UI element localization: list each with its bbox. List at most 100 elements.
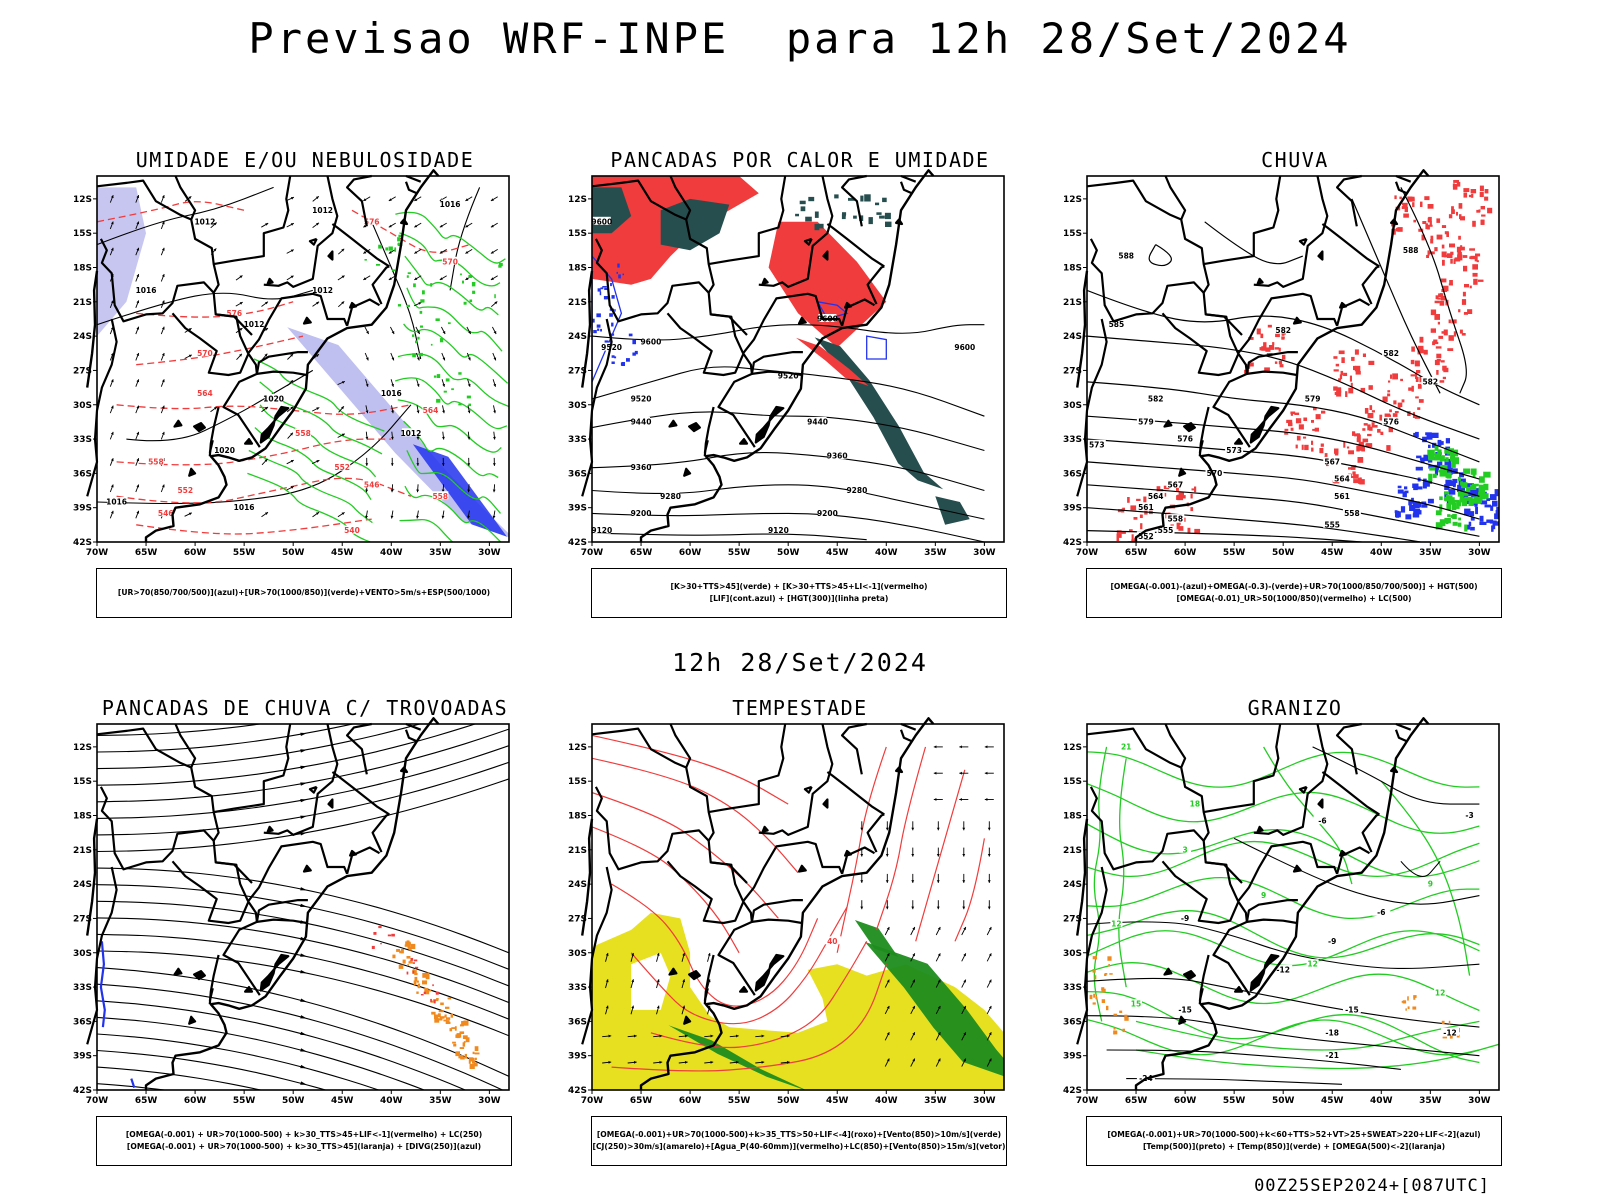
lake bbox=[822, 798, 829, 809]
rain-green-speck bbox=[1447, 448, 1454, 455]
contour-label-bg bbox=[1205, 468, 1224, 477]
rain-red-speck bbox=[1156, 486, 1161, 492]
lat-tick-label: 21S bbox=[73, 846, 92, 856]
humidity-speck bbox=[392, 269, 396, 271]
rain-blue-speck bbox=[1486, 519, 1494, 523]
strong-wind-vector-head bbox=[605, 953, 609, 956]
contour-label: 588 bbox=[1118, 252, 1134, 261]
wind-vector-head bbox=[490, 277, 494, 280]
lat-tick-label: 36S bbox=[568, 469, 587, 479]
rain-green-speck bbox=[1435, 510, 1442, 516]
wind-vector-head bbox=[161, 353, 165, 356]
temp500-contour bbox=[1312, 746, 1480, 805]
streamline-arrow bbox=[300, 970, 307, 974]
lon-tick-label: 60W bbox=[1174, 1096, 1197, 1106]
border-line bbox=[1361, 813, 1380, 853]
rain-blue-speck bbox=[1474, 502, 1478, 507]
rain-green-speck bbox=[1444, 491, 1450, 495]
thunder-orange-speck bbox=[404, 944, 408, 947]
rain-red-speck bbox=[1178, 526, 1184, 531]
contour-label-bg bbox=[1179, 844, 1192, 853]
wind-vector-head bbox=[110, 431, 114, 435]
contour-label: -12 bbox=[1443, 1028, 1457, 1037]
contour-label: 555 bbox=[1158, 526, 1174, 535]
lon-tick-label: 50W bbox=[777, 1096, 800, 1106]
rain-red-speck bbox=[1176, 487, 1179, 492]
contour-label-bg bbox=[442, 256, 459, 265]
thunder-red-speck bbox=[420, 994, 424, 996]
lake bbox=[1292, 864, 1302, 873]
thunder-orange-speck bbox=[469, 1063, 475, 1069]
contour-label-bg bbox=[1382, 348, 1401, 357]
wind-vector-head bbox=[110, 379, 114, 383]
temp850-contour bbox=[1087, 962, 1480, 1012]
humidity-speck bbox=[412, 334, 415, 337]
rain-blue-speck bbox=[1437, 461, 1443, 468]
lon-tick-label: 50W bbox=[777, 548, 800, 558]
rain-red-speck bbox=[1427, 224, 1433, 227]
rain-red-speck bbox=[1358, 441, 1364, 447]
wind-vector-head bbox=[239, 275, 243, 279]
strong-wind-vector-head bbox=[984, 771, 988, 775]
wind-vector-head bbox=[416, 383, 420, 387]
border-line bbox=[1394, 729, 1408, 743]
rain-red-speck bbox=[1121, 531, 1126, 534]
rain-blue-speck bbox=[1496, 506, 1499, 511]
streamline bbox=[97, 884, 509, 970]
contour-label: 9600 bbox=[640, 337, 661, 346]
border-line bbox=[1237, 840, 1339, 902]
rain-red-speck bbox=[1281, 333, 1285, 336]
rain-red-speck bbox=[1333, 356, 1338, 359]
lon-tick-label: 60W bbox=[679, 548, 702, 558]
contour-label-bg bbox=[295, 428, 311, 437]
lake bbox=[1249, 405, 1280, 444]
thickness-line bbox=[97, 201, 245, 223]
streamline-arrow bbox=[300, 998, 307, 1002]
humidity-speck bbox=[462, 280, 464, 284]
lat-tick-label: 24S bbox=[1063, 880, 1082, 890]
rain-red-speck bbox=[1418, 228, 1424, 232]
lake bbox=[797, 316, 807, 325]
low-humidity-contour bbox=[253, 358, 385, 432]
rain-red-speck bbox=[1441, 289, 1448, 292]
temp850-contour bbox=[1135, 1043, 1499, 1070]
rain-red-speck bbox=[1462, 255, 1468, 258]
rain-blue-speck bbox=[1470, 517, 1475, 521]
strong-wind-vector-head bbox=[684, 1034, 688, 1038]
rain-blue-speck bbox=[1421, 501, 1427, 504]
rain-red-speck bbox=[1487, 207, 1493, 214]
panel-title: CHUVA bbox=[1261, 148, 1329, 172]
lake bbox=[173, 419, 183, 428]
strong-wind-vector-head bbox=[963, 927, 966, 930]
wind-vector-head bbox=[290, 353, 294, 357]
lifted-index-speck bbox=[600, 328, 602, 332]
humidity-speck bbox=[472, 290, 476, 294]
rain-red-speck bbox=[1187, 527, 1191, 533]
omega-orange-speck bbox=[1413, 995, 1417, 998]
streamline-arrow bbox=[300, 782, 307, 786]
strong-wind-vector-head bbox=[912, 979, 915, 983]
contour-label: 3 bbox=[1182, 845, 1187, 854]
rain-blue-speck bbox=[1428, 464, 1434, 469]
rain-green-speck bbox=[1434, 453, 1441, 461]
lake bbox=[1317, 250, 1324, 261]
contour-label: 40 bbox=[827, 937, 837, 946]
rain-green-speck bbox=[1478, 492, 1486, 500]
rain-red-speck bbox=[1176, 522, 1181, 525]
wind-vector-head bbox=[161, 405, 165, 409]
contour-label-bg bbox=[1382, 416, 1401, 425]
rain-red-speck bbox=[1456, 211, 1458, 216]
rain-red-speck bbox=[1415, 376, 1419, 382]
rain-red-speck bbox=[1451, 206, 1454, 211]
rain-red-speck bbox=[1122, 507, 1125, 510]
legend-line: [OMEGA(-0.001)+UR>70(1000-500)+k>35_TTS>… bbox=[596, 1130, 1002, 1139]
lon-tick-label: 45W bbox=[826, 548, 849, 558]
rain-red-speck bbox=[1284, 428, 1289, 431]
rain-red-speck bbox=[1442, 285, 1449, 292]
strong-wind-vector-head bbox=[912, 927, 915, 930]
pacific-coastline bbox=[86, 818, 99, 936]
rain-red-speck bbox=[1248, 362, 1254, 367]
contour-label: 9360 bbox=[827, 452, 848, 461]
contour-label: 9280 bbox=[846, 486, 867, 495]
rain-red-speck bbox=[1394, 195, 1397, 200]
